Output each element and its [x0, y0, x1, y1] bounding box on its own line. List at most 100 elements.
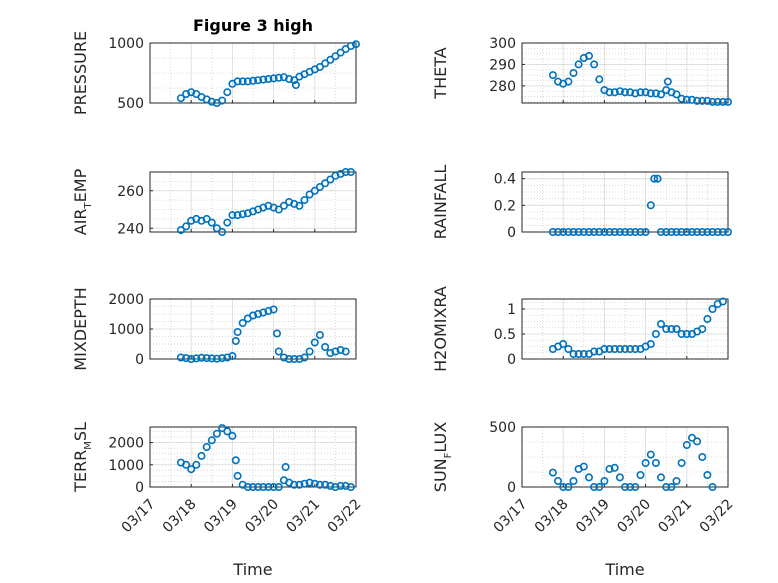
- data-point: [682, 95, 691, 104]
- data-point: [620, 228, 629, 237]
- data-point: [662, 482, 671, 491]
- y-tick-label: 0: [135, 480, 144, 496]
- data-point: [553, 476, 562, 485]
- data-point: [672, 228, 681, 237]
- x-tick-label: 03/20: [614, 496, 654, 536]
- data-point: [615, 228, 624, 237]
- data-point: [548, 468, 557, 477]
- data-point: [672, 324, 681, 333]
- data-point: [176, 353, 185, 362]
- y-tick-label: 260: [117, 184, 144, 200]
- y-axis-label: AIRTEMP: [71, 168, 94, 235]
- data-point: [249, 482, 258, 491]
- data-point: [650, 174, 659, 183]
- data-point: [698, 228, 707, 237]
- data-point: [656, 228, 665, 237]
- data-point: [595, 75, 604, 84]
- data-point: [300, 353, 309, 362]
- data-point: [631, 482, 640, 491]
- data-point: [646, 450, 655, 459]
- data-point: [285, 354, 294, 363]
- subplot-theta: 280 290 300 THETA: [431, 36, 732, 106]
- data-point: [231, 456, 240, 465]
- data-point: [290, 354, 299, 363]
- data-point: [584, 228, 593, 237]
- x-tick-label: 03/21: [283, 496, 323, 536]
- data-point: [677, 329, 686, 338]
- data-point: [254, 76, 263, 85]
- data-point: [197, 451, 206, 460]
- x-tick-label: 03/17: [491, 496, 531, 536]
- data-point: [631, 344, 640, 353]
- data-point: [238, 210, 247, 219]
- y-tick-label: 2000: [108, 292, 144, 308]
- figure-title: Figure 3 high: [193, 16, 313, 35]
- y-tick-label: 0: [507, 225, 516, 241]
- data-point: [233, 471, 242, 480]
- y-tick-label: 0.2: [494, 198, 516, 214]
- data-point: [192, 354, 201, 363]
- data-point: [559, 228, 568, 237]
- data-point: [321, 179, 330, 188]
- data-point: [626, 482, 635, 491]
- data-point: [218, 354, 227, 363]
- data-point: [228, 211, 237, 220]
- data-point: [202, 214, 211, 223]
- axes-box: [149, 426, 357, 488]
- axes-box: [149, 171, 357, 233]
- x-tick-label: 03/18: [532, 496, 572, 536]
- y-axis-label: MIXDEPTH: [71, 287, 90, 370]
- data-point: [713, 228, 722, 237]
- data-point: [326, 481, 335, 490]
- data-point: [331, 52, 340, 61]
- y-axis-label: TERRMSL: [71, 422, 94, 493]
- data-point: [703, 96, 712, 105]
- data-point: [564, 228, 573, 237]
- axes-box: [149, 42, 357, 104]
- data-point: [615, 473, 624, 482]
- data-point: [182, 222, 191, 231]
- data-point: [264, 75, 273, 84]
- data-point: [182, 354, 191, 363]
- y-axis-label: SUNFLUX: [431, 422, 454, 492]
- data-point: [559, 339, 568, 348]
- data-point: [310, 338, 319, 347]
- data-point: [718, 297, 727, 306]
- data-point: [574, 349, 583, 358]
- data-point: [615, 87, 624, 96]
- x-tick-label: 03/21: [655, 496, 695, 536]
- data-point: [564, 344, 573, 353]
- data-point: [682, 329, 691, 338]
- data-point: [300, 479, 309, 488]
- data-point: [708, 228, 717, 237]
- data-point: [264, 306, 273, 315]
- data-point: [641, 458, 650, 467]
- data-point: [579, 349, 588, 358]
- data-point: [259, 482, 268, 491]
- data-point: [656, 319, 665, 328]
- data-point: [651, 89, 660, 98]
- data-point: [656, 90, 665, 99]
- data-point: [653, 174, 662, 183]
- data-point: [631, 228, 640, 237]
- y-tick-label: 1000: [108, 322, 144, 338]
- y-tick-label: 0.5: [494, 327, 516, 343]
- data-point: [233, 211, 242, 220]
- data-point: [285, 75, 294, 84]
- data-point: [693, 96, 702, 105]
- y-tick-label: 1000: [108, 36, 144, 52]
- data-point: [626, 88, 635, 97]
- data-point: [682, 440, 691, 449]
- y-axis-label: H2OMIXRA: [431, 286, 450, 372]
- data-point: [667, 228, 676, 237]
- data-point: [269, 482, 278, 491]
- data-point: [620, 344, 629, 353]
- data-point: [243, 482, 252, 491]
- data-point: [698, 324, 707, 333]
- data-point: [590, 347, 599, 356]
- y-tick-label: 0: [507, 480, 516, 496]
- data-point: [662, 324, 671, 333]
- data-point: [290, 76, 299, 85]
- data-point: [295, 480, 304, 489]
